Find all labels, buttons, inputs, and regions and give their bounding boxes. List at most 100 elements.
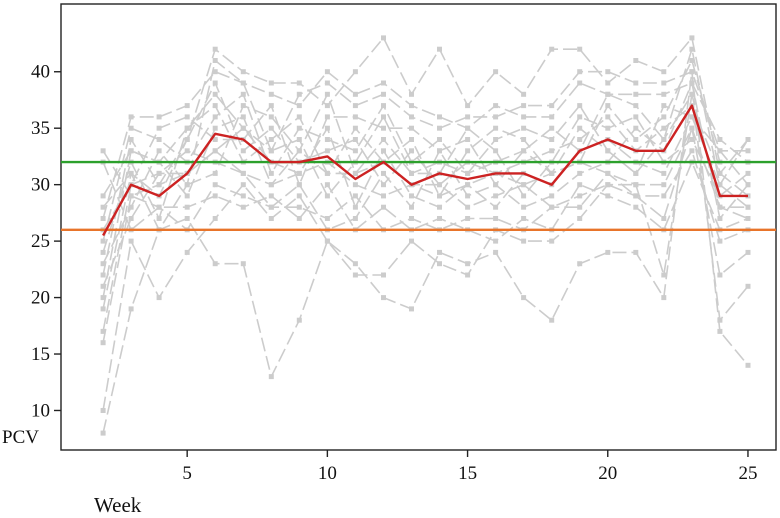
data-point bbox=[324, 125, 330, 131]
data-point bbox=[324, 69, 330, 75]
data-point bbox=[689, 91, 695, 97]
data-point bbox=[352, 114, 358, 120]
y-tick-label: 40 bbox=[31, 62, 50, 83]
data-point bbox=[661, 193, 667, 199]
data-point bbox=[240, 170, 246, 176]
data-point bbox=[352, 69, 358, 75]
data-point bbox=[689, 46, 695, 52]
data-point bbox=[381, 80, 386, 86]
data-point bbox=[633, 58, 639, 63]
data-point bbox=[465, 170, 471, 176]
data-point bbox=[240, 193, 246, 199]
data-point bbox=[605, 80, 611, 86]
data-point bbox=[212, 148, 218, 154]
data-point bbox=[212, 182, 218, 188]
data-point bbox=[717, 170, 723, 176]
data-point bbox=[156, 137, 162, 142]
data-point bbox=[381, 103, 386, 109]
data-point bbox=[521, 91, 527, 97]
data-point bbox=[352, 193, 358, 199]
data-point bbox=[352, 182, 358, 188]
data-point bbox=[465, 103, 471, 109]
data-point bbox=[296, 137, 302, 142]
x-tick-label: 20 bbox=[598, 463, 617, 484]
data-point bbox=[633, 125, 639, 131]
data-point bbox=[268, 170, 274, 176]
data-point bbox=[296, 216, 302, 221]
data-point bbox=[100, 261, 106, 267]
data-point bbox=[268, 374, 274, 380]
data-point bbox=[549, 317, 555, 323]
data-point bbox=[240, 125, 246, 131]
data-point bbox=[100, 306, 106, 312]
data-point bbox=[268, 216, 274, 221]
data-point bbox=[381, 193, 386, 199]
data-point bbox=[465, 182, 471, 188]
data-point bbox=[633, 137, 639, 142]
data-point bbox=[324, 91, 330, 97]
data-point bbox=[128, 148, 134, 154]
data-point bbox=[100, 408, 106, 413]
data-point bbox=[493, 137, 499, 142]
data-point bbox=[521, 114, 527, 120]
data-point bbox=[324, 216, 330, 221]
data-point bbox=[437, 193, 442, 199]
data-point bbox=[605, 91, 611, 97]
individual-series-13 bbox=[100, 69, 751, 221]
y-tick-label: 15 bbox=[31, 344, 50, 365]
data-point bbox=[633, 193, 639, 199]
data-point bbox=[268, 103, 274, 109]
data-point bbox=[493, 103, 499, 109]
data-point bbox=[577, 103, 583, 109]
individual-series-group bbox=[100, 35, 751, 436]
data-point bbox=[437, 148, 442, 154]
individual-series-line bbox=[102, 70, 749, 219]
data-point bbox=[493, 114, 499, 120]
data-point bbox=[409, 306, 414, 312]
data-point bbox=[549, 170, 555, 176]
data-point bbox=[100, 238, 106, 244]
data-point bbox=[128, 193, 134, 199]
data-point bbox=[352, 272, 358, 278]
y-axis: 10 15 20 25 30 35 40 bbox=[31, 62, 61, 421]
data-point bbox=[717, 148, 723, 154]
data-point bbox=[661, 103, 667, 109]
data-point bbox=[465, 125, 471, 131]
data-point bbox=[577, 261, 583, 267]
data-point bbox=[717, 137, 723, 142]
data-point bbox=[549, 238, 555, 244]
data-point bbox=[156, 216, 162, 221]
data-point bbox=[717, 328, 723, 334]
data-point bbox=[605, 182, 611, 188]
data-point bbox=[437, 216, 442, 221]
data-point bbox=[100, 193, 106, 199]
data-point bbox=[324, 137, 330, 142]
data-point bbox=[268, 148, 274, 154]
data-point bbox=[661, 216, 667, 221]
data-point bbox=[633, 249, 639, 255]
data-point bbox=[100, 272, 106, 278]
data-point bbox=[409, 103, 414, 109]
data-point bbox=[577, 170, 583, 176]
x-tick-label: 25 bbox=[738, 463, 757, 484]
data-point bbox=[156, 114, 162, 120]
data-point bbox=[549, 125, 555, 131]
data-point bbox=[661, 137, 667, 142]
data-point bbox=[661, 295, 667, 301]
data-point bbox=[296, 103, 302, 109]
data-point bbox=[268, 137, 274, 142]
data-point bbox=[240, 91, 246, 97]
data-point bbox=[409, 137, 414, 142]
data-point bbox=[493, 69, 499, 75]
data-point bbox=[268, 182, 274, 188]
data-point bbox=[633, 182, 639, 188]
reference-lines-group bbox=[61, 160, 776, 232]
data-point bbox=[128, 204, 134, 210]
data-point bbox=[352, 204, 358, 210]
data-point bbox=[493, 249, 499, 255]
data-point bbox=[381, 170, 386, 176]
data-point bbox=[493, 148, 499, 154]
data-point bbox=[184, 249, 190, 255]
data-point bbox=[521, 295, 527, 301]
data-point bbox=[352, 216, 358, 221]
